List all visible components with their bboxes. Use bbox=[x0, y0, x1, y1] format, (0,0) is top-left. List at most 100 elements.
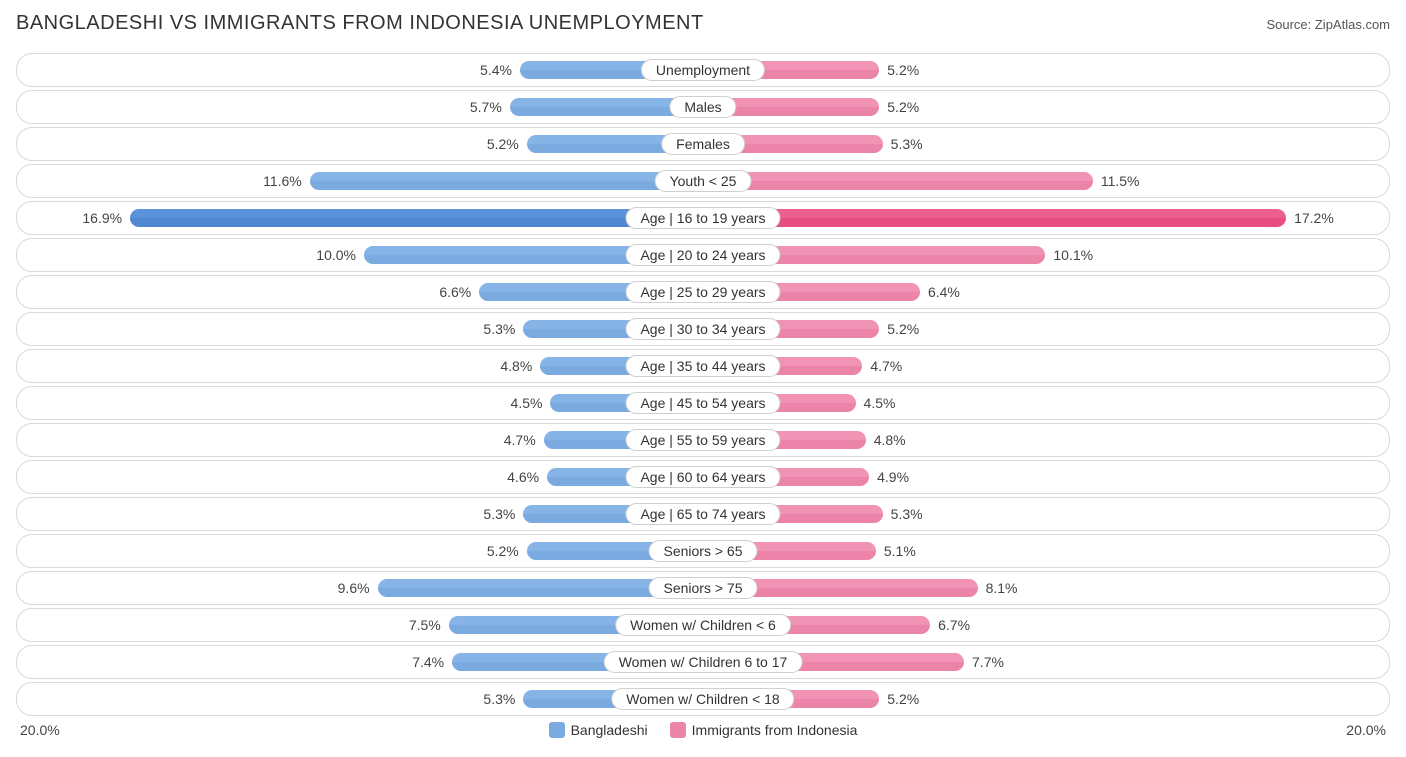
category-label: Youth < 25 bbox=[655, 170, 752, 192]
value-right: 5.3% bbox=[891, 506, 923, 522]
chart-row: 4.7% 4.8% Age | 55 to 59 years bbox=[16, 423, 1390, 457]
value-left: 7.4% bbox=[412, 654, 444, 670]
value-left: 4.7% bbox=[504, 432, 536, 448]
legend-label-right: Immigrants from Indonesia bbox=[692, 722, 858, 738]
legend: Bangladeshi Immigrants from Indonesia bbox=[549, 722, 858, 738]
value-right: 6.7% bbox=[938, 617, 970, 633]
bar-half-right: 6.7% bbox=[703, 609, 1381, 641]
chart-row: 4.8% 4.7% Age | 35 to 44 years bbox=[16, 349, 1390, 383]
bar-half-left: 4.6% bbox=[25, 461, 703, 493]
legend-swatch-left bbox=[549, 722, 565, 738]
category-label: Females bbox=[661, 133, 745, 155]
diverging-bar-chart: 5.4%5.2%Unemployment5.7%5.2%Males5.2%5.3… bbox=[16, 53, 1390, 716]
value-left: 5.7% bbox=[470, 99, 502, 115]
category-label: Age | 35 to 44 years bbox=[625, 355, 780, 377]
category-label: Males bbox=[669, 96, 736, 118]
bar-half-left: 9.6% bbox=[25, 572, 703, 604]
chart-footer: 20.0% Bangladeshi Immigrants from Indone… bbox=[16, 722, 1390, 738]
value-left: 6.6% bbox=[439, 284, 471, 300]
chart-row: 7.4% 7.7% Women w/ Children 6 to 17 bbox=[16, 645, 1390, 679]
category-label: Unemployment bbox=[641, 59, 765, 81]
axis-right-max: 20.0% bbox=[1346, 722, 1386, 738]
bar-right bbox=[703, 172, 1093, 190]
bar-half-right: 11.5% bbox=[703, 165, 1381, 197]
value-left: 16.9% bbox=[82, 210, 122, 226]
bar-half-right: 5.1% bbox=[703, 535, 1381, 567]
category-label: Age | 45 to 54 years bbox=[625, 392, 780, 414]
value-right: 4.7% bbox=[870, 358, 902, 374]
bar-half-left: 5.2% bbox=[25, 128, 703, 160]
value-left: 10.0% bbox=[316, 247, 356, 263]
chart-row: 5.2% 5.3% Females bbox=[16, 127, 1390, 161]
chart-row: 5.3% 5.3% Age | 65 to 74 years bbox=[16, 497, 1390, 531]
category-label: Age | 55 to 59 years bbox=[625, 429, 780, 451]
bar-half-left: 5.7% bbox=[25, 91, 703, 123]
category-label: Women w/ Children 6 to 17 bbox=[604, 651, 803, 673]
value-right: 5.2% bbox=[887, 99, 919, 115]
bar-half-left: 4.7% bbox=[25, 424, 703, 456]
bar-half-right: 7.7% bbox=[703, 646, 1381, 678]
bar-left bbox=[310, 172, 703, 190]
value-right: 4.8% bbox=[874, 432, 906, 448]
bar-half-left: 11.6% bbox=[25, 165, 703, 197]
bar-half-left: 16.9% bbox=[25, 202, 703, 234]
category-label: Women w/ Children < 18 bbox=[611, 688, 794, 710]
bar-half-left: 5.4% bbox=[25, 54, 703, 86]
bar-half-left: 5.3% bbox=[25, 313, 703, 345]
bar-half-left: 5.2% bbox=[25, 535, 703, 567]
value-right: 5.2% bbox=[887, 62, 919, 78]
value-left: 5.3% bbox=[483, 506, 515, 522]
category-label: Age | 25 to 29 years bbox=[625, 281, 780, 303]
bar-half-right: 4.7% bbox=[703, 350, 1381, 382]
bar-half-left: 10.0% bbox=[25, 239, 703, 271]
header: BANGLADESHI VS IMMIGRANTS FROM INDONESIA… bbox=[16, 12, 1390, 35]
axis-left-max: 20.0% bbox=[20, 722, 60, 738]
value-left: 4.6% bbox=[507, 469, 539, 485]
chart-row: 5.7% 5.2% Males bbox=[16, 90, 1390, 124]
bar-right bbox=[703, 209, 1286, 227]
category-label: Women w/ Children < 6 bbox=[615, 614, 791, 636]
category-label: Age | 65 to 74 years bbox=[625, 503, 780, 525]
legend-item-right: Immigrants from Indonesia bbox=[670, 722, 858, 738]
chart-row: 5.4% 5.2% Unemployment bbox=[16, 53, 1390, 87]
bar-half-left: 5.3% bbox=[25, 683, 703, 715]
value-right: 7.7% bbox=[972, 654, 1004, 670]
category-label: Age | 30 to 34 years bbox=[625, 318, 780, 340]
bar-half-right: 5.3% bbox=[703, 128, 1381, 160]
value-left: 5.3% bbox=[483, 691, 515, 707]
bar-half-right: 5.3% bbox=[703, 498, 1381, 530]
chart-row: 9.6%8.1%Seniors > 75 bbox=[16, 571, 1390, 605]
bar-half-right: 10.1% bbox=[703, 239, 1381, 271]
value-left: 9.6% bbox=[338, 580, 370, 596]
value-right: 5.3% bbox=[891, 136, 923, 152]
chart-row: 11.6% 11.5% Youth < 25 bbox=[16, 164, 1390, 198]
legend-label-left: Bangladeshi bbox=[571, 722, 648, 738]
value-left: 5.2% bbox=[487, 136, 519, 152]
bar-half-right: 5.2% bbox=[703, 313, 1381, 345]
value-right: 17.2% bbox=[1294, 210, 1334, 226]
value-right: 5.1% bbox=[884, 543, 916, 559]
category-label: Age | 20 to 24 years bbox=[625, 244, 780, 266]
value-right: 5.2% bbox=[887, 321, 919, 337]
value-right: 4.5% bbox=[864, 395, 896, 411]
source-label: Source: ZipAtlas.com bbox=[1266, 17, 1390, 32]
value-right: 4.9% bbox=[877, 469, 909, 485]
value-left: 11.6% bbox=[263, 173, 302, 189]
category-label: Seniors > 65 bbox=[649, 540, 758, 562]
bar-half-left: 4.8% bbox=[25, 350, 703, 382]
bar-half-right: 6.4% bbox=[703, 276, 1381, 308]
category-label: Age | 16 to 19 years bbox=[625, 207, 780, 229]
value-right: 11.5% bbox=[1101, 173, 1140, 189]
chart-title: BANGLADESHI VS IMMIGRANTS FROM INDONESIA… bbox=[16, 12, 704, 35]
bar-half-left: 7.4% bbox=[25, 646, 703, 678]
chart-row: 5.3% 5.2% Age | 30 to 34 years bbox=[16, 312, 1390, 346]
bar-half-right: 4.9% bbox=[703, 461, 1381, 493]
category-label: Seniors > 75 bbox=[649, 577, 758, 599]
value-left: 5.3% bbox=[483, 321, 515, 337]
legend-swatch-right bbox=[670, 722, 686, 738]
value-left: 5.2% bbox=[487, 543, 519, 559]
legend-item-left: Bangladeshi bbox=[549, 722, 648, 738]
bar-half-right: 17.2% bbox=[703, 202, 1381, 234]
chart-row: 5.2% 5.1% Seniors > 65 bbox=[16, 534, 1390, 568]
value-left: 5.4% bbox=[480, 62, 512, 78]
